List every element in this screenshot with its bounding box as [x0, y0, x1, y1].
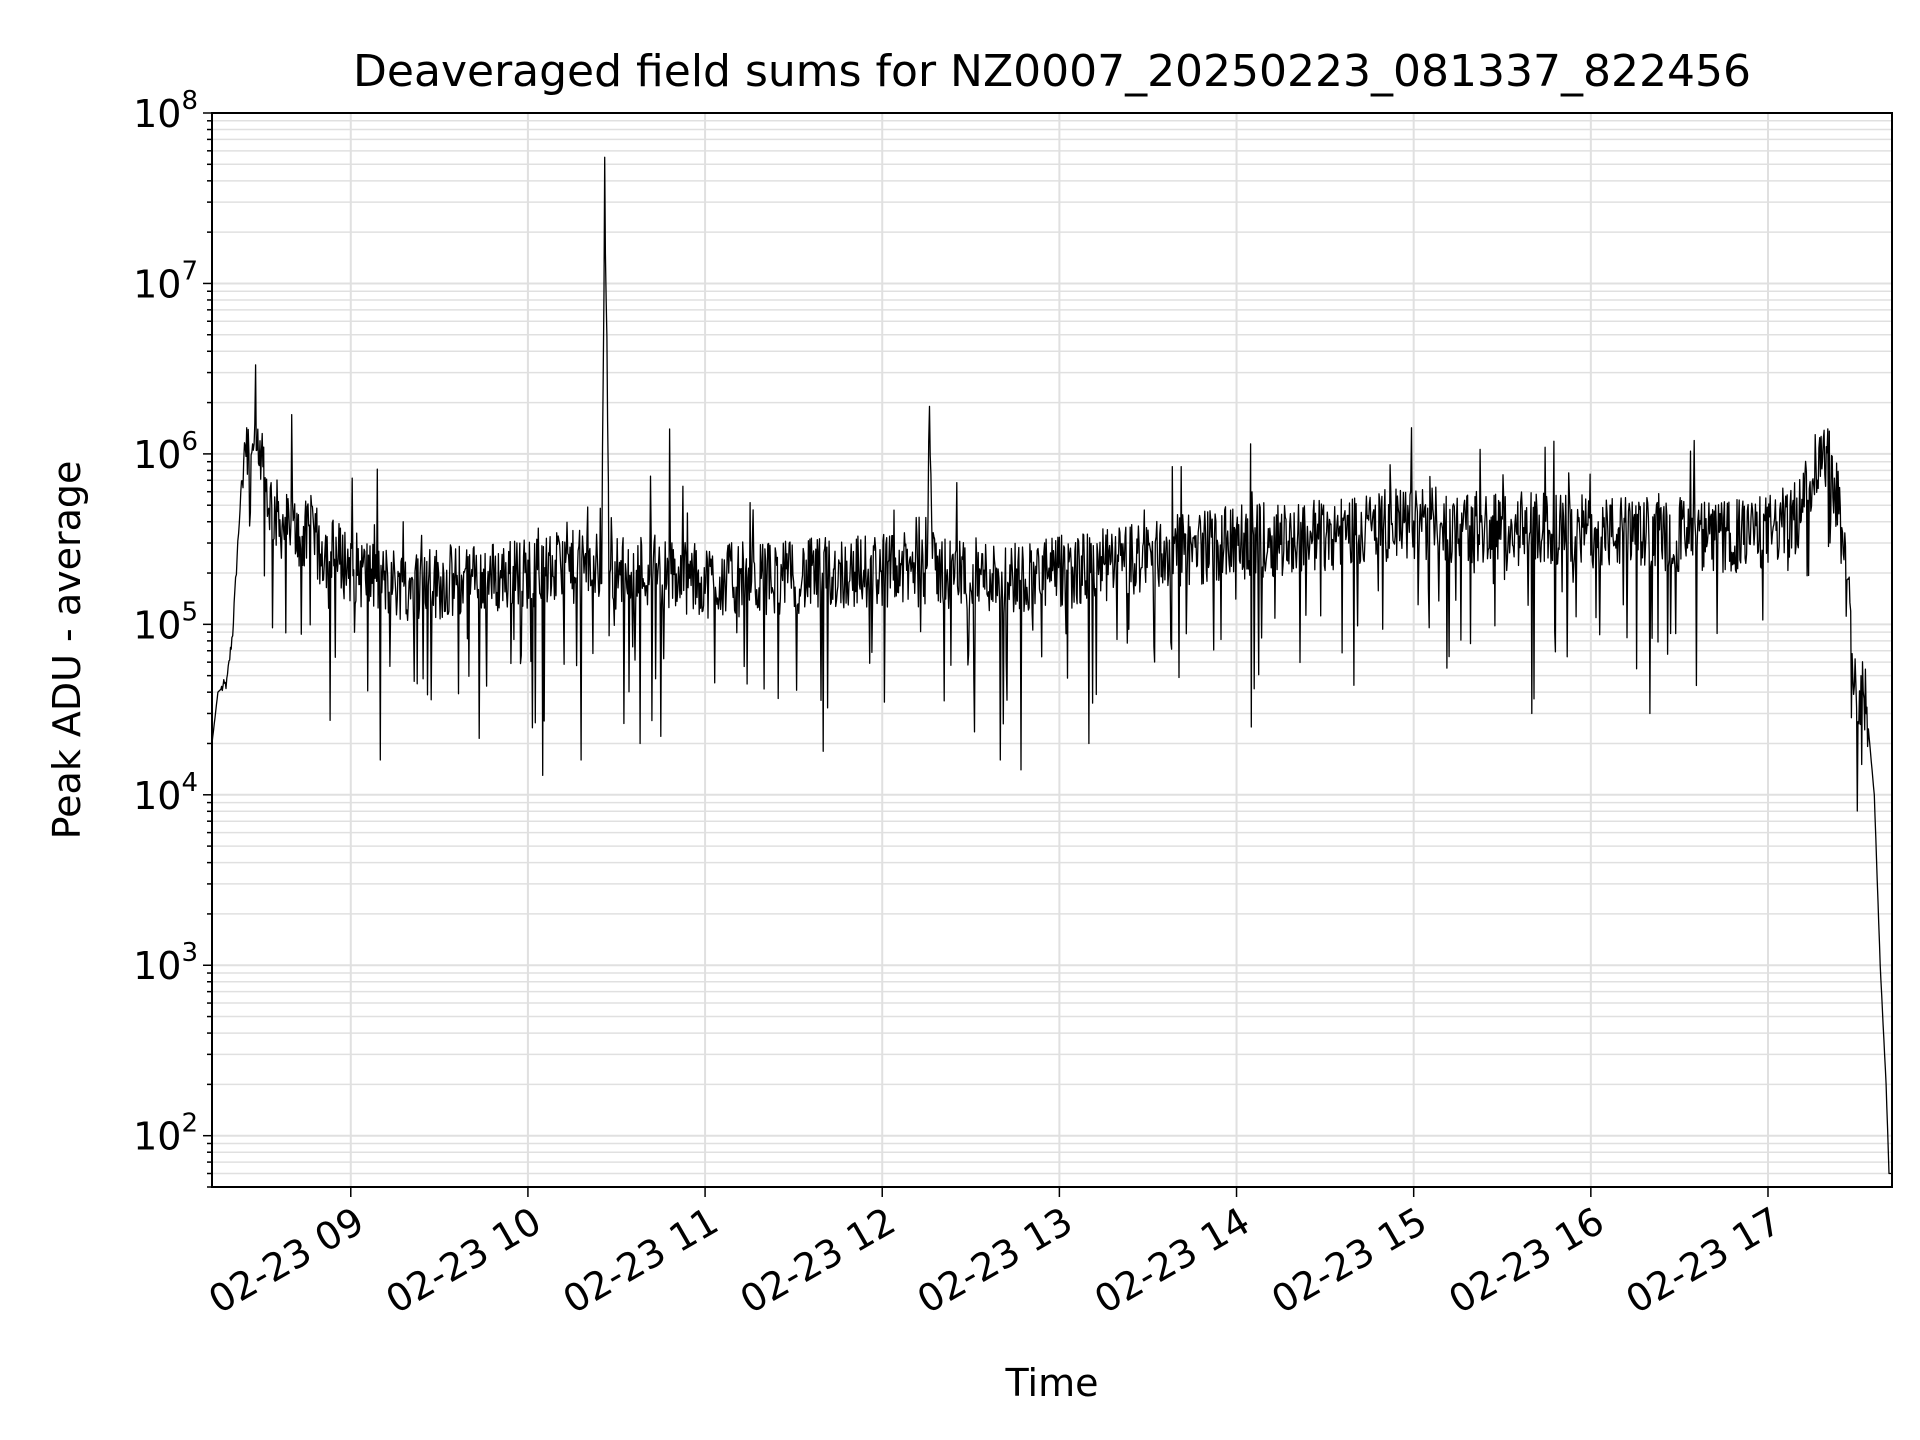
y-axis-label: Peak ADU - average: [45, 461, 89, 840]
y-tick-label: 108: [133, 86, 198, 136]
x-axis-label: Time: [1005, 1361, 1099, 1405]
grid: [212, 112, 1892, 1188]
y-tick-label: 107: [133, 256, 198, 306]
y-tick-label: 103: [133, 938, 198, 988]
y-tick-label: 102: [133, 1109, 198, 1159]
y-tick-label: 104: [133, 768, 198, 818]
series-line: [211, 156, 1892, 1175]
y-axis: 102 103 104 105 106 107 108: [133, 86, 212, 1188]
chart-title: Deaveraged field sums for NZ0007_2025022…: [353, 46, 1751, 97]
series-line: [211, 156, 1892, 1175]
y-tick-label: 105: [133, 597, 198, 647]
y-tick-label: 106: [133, 427, 198, 477]
